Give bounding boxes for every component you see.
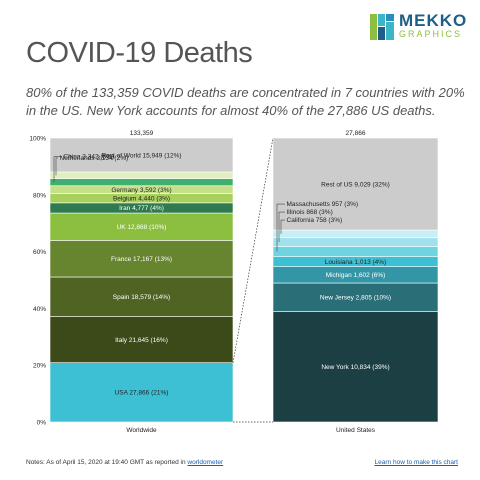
bar-segment [272,311,439,423]
bar-segment [272,137,439,231]
bar-segment [272,237,439,247]
bar-segment [49,240,234,278]
segment-label: Belgium 4,440 (3%) [113,195,170,202]
callout-label: California 758 (3%) [287,217,343,224]
segment-label: Michigan 1,602 (6%) [326,272,386,279]
bar-segment [49,276,234,317]
footnote-text: Notes: As of April 15, 2020 at 19:40 GMT… [26,459,186,466]
segment-label: New Jersey 2,805 (10%) [320,295,391,302]
bar-segment [272,246,439,257]
column-name: Worldwide [126,427,157,434]
y-tick-label: 80% [33,192,46,199]
callout-leader [280,219,285,234]
callout-label: China 3,342 (3%) [64,154,115,161]
segment-label: New York 10,834 (39%) [321,364,389,371]
mekko-graphics-logo: MEKKO GRAPHICS [370,11,470,42]
segment-label: France 17,167 (13%) [111,256,172,263]
segment-label: Spain 18,579 (14%) [113,294,170,301]
worldometer-link[interactable]: worldometer [187,459,224,466]
y-tick-label: 100% [29,136,46,143]
learn-how-link[interactable]: Learn how to make this chart [374,459,458,466]
segment-label: USA 27,866 (21%) [115,390,169,397]
segment-label: Italy 21,645 (16%) [115,337,168,344]
logo-mark-icon [370,14,394,40]
bar-segment [272,229,439,239]
callout-label: Illinois 868 (3%) [287,209,333,216]
column-total: 133,359 [130,130,154,137]
callout-label: Massachusetts 957 (3%) [287,201,359,208]
bar-segment [49,137,234,173]
logo-word-mekko: MEKKO [399,11,468,30]
bar-segment [49,178,234,187]
footnote: Notes: As of April 15, 2020 at 19:40 GMT… [26,459,223,466]
segment-label: UK 12,868 (10%) [117,224,167,231]
y-tick-label: 20% [33,363,46,370]
column-total: 27,866 [346,130,366,137]
connector-line-top [232,137,274,363]
bar-segment [49,212,234,241]
segment-label: Louisiana 1,013 (4%) [325,259,386,266]
segment-label: Rest of US 9,029 (32%) [321,181,390,188]
bar-segment [49,171,234,179]
segment-label: Rest of World 15,949 (12%) [101,152,181,159]
page-title: COVID-19 Deaths [26,37,253,69]
callout-label: Netherlands 3,134 (2%) [60,155,129,162]
y-tick-label: 40% [33,306,46,313]
page-subtitle: 80% of the 133,359 COVID deaths are conc… [26,85,465,118]
logo-word-graphics: GRAPHICS [399,29,463,39]
column-name: United States [336,427,376,434]
y-tick-label: 60% [33,249,46,256]
callout-leader [53,156,62,183]
callout-leader [276,203,285,252]
y-tick-label: 0% [37,420,47,427]
callout-leader [278,211,285,243]
bar-segment [272,282,439,312]
bar-segment [49,316,234,363]
segment-label: Iran 4,777 (4%) [119,205,164,212]
segment-label: Germany 3,592 (3%) [111,187,171,194]
callout-leader [55,157,58,176]
